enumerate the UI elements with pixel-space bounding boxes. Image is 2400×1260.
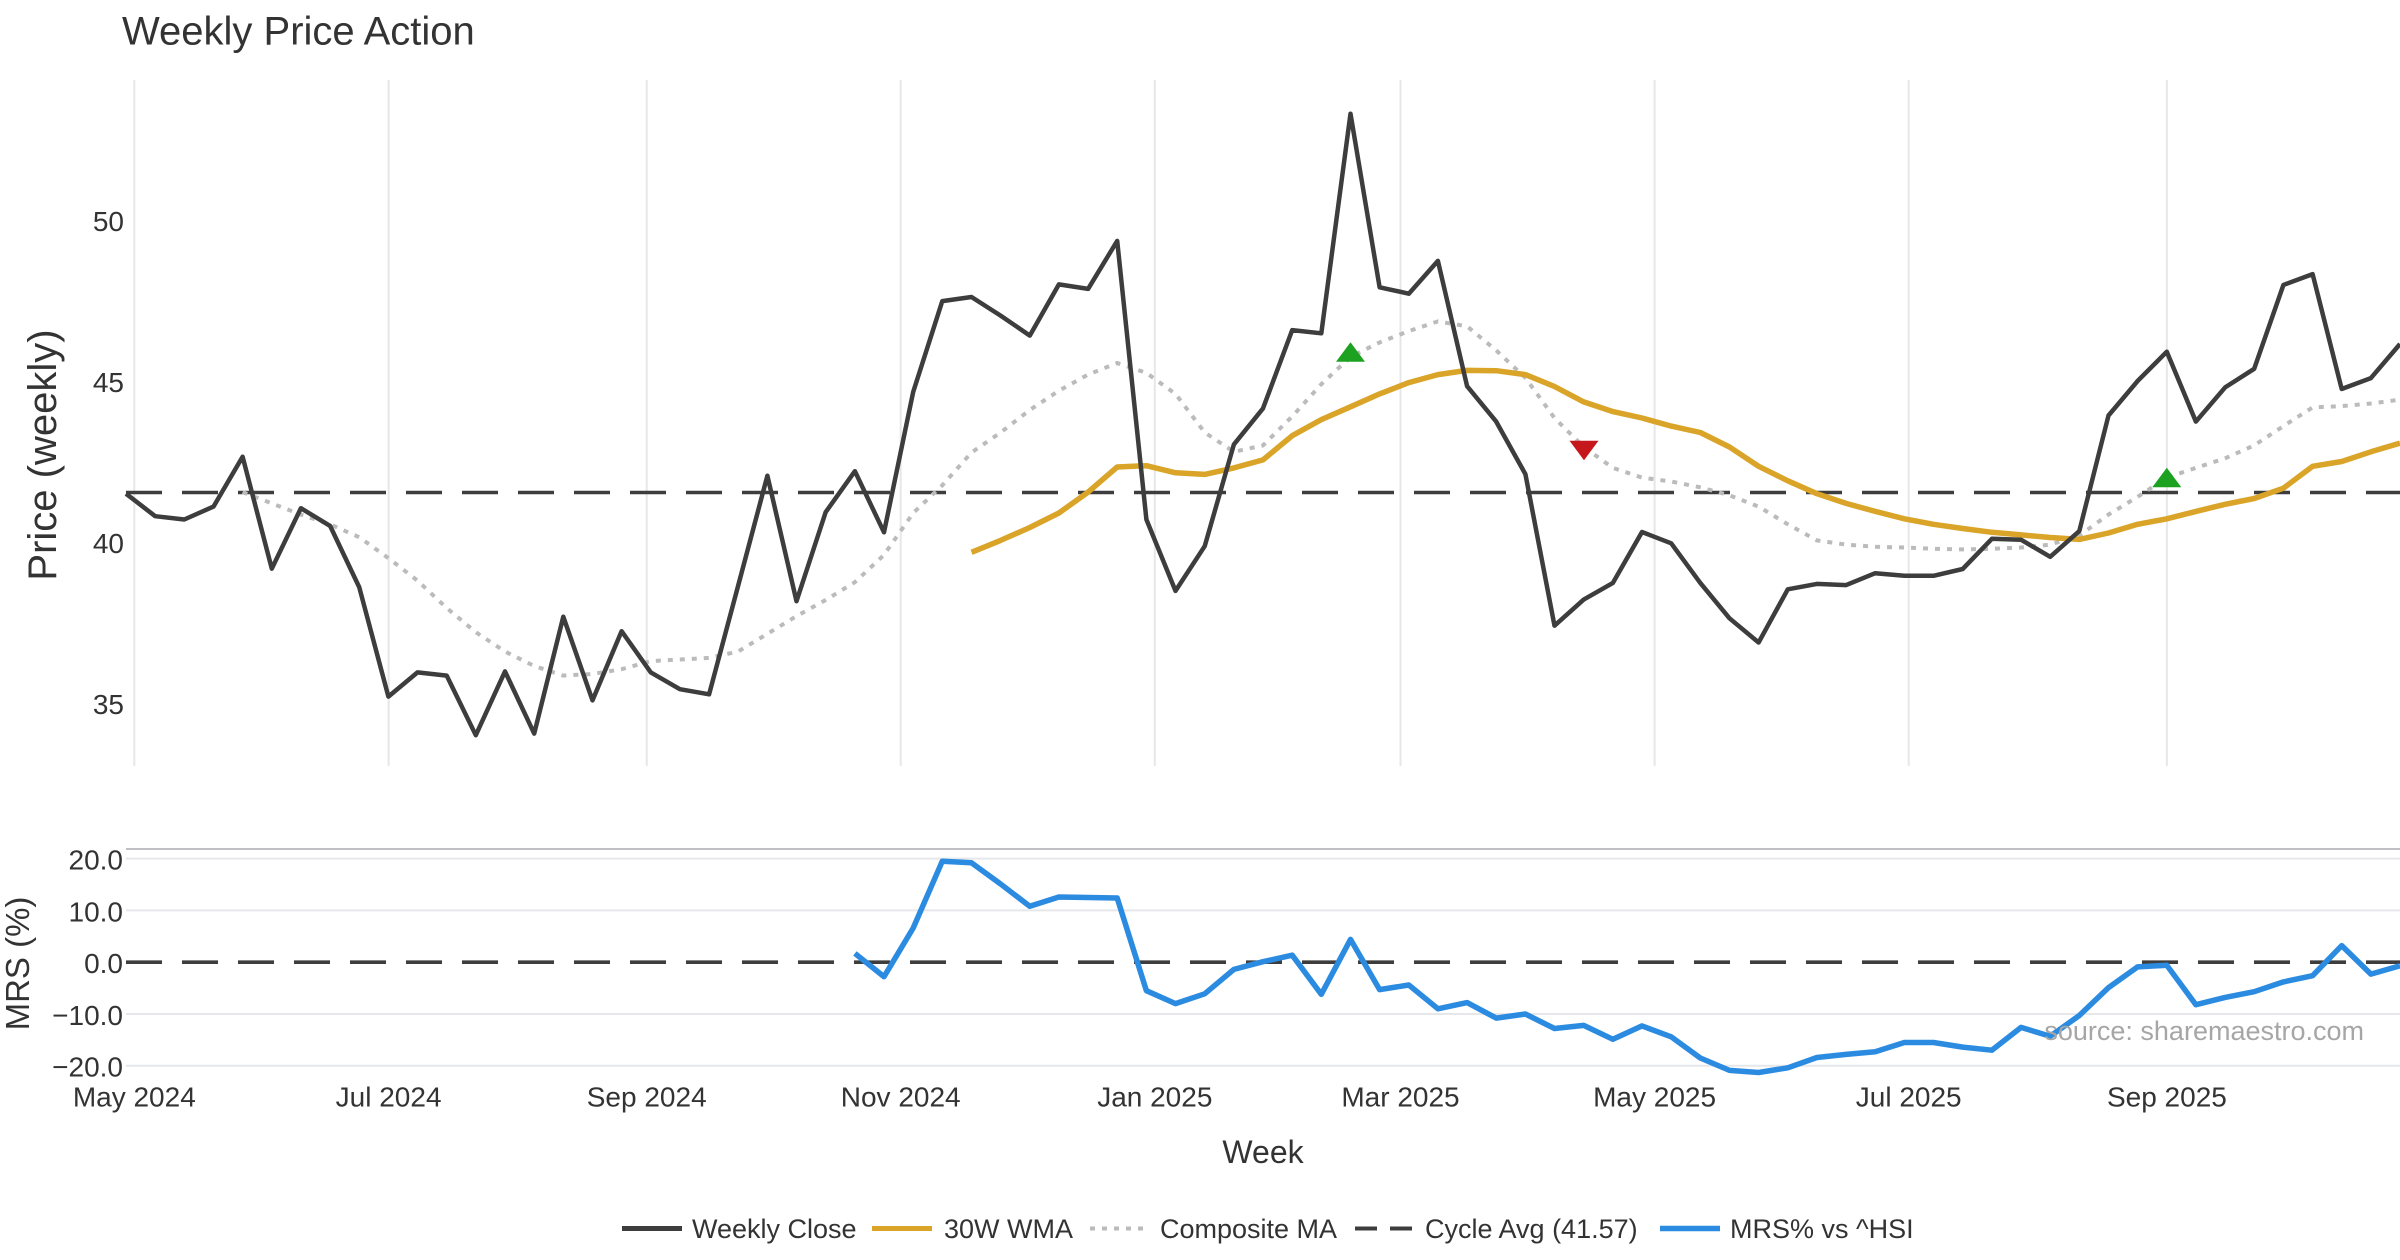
- svg-text:50: 50: [93, 206, 124, 237]
- svg-text:Weekly Close: Weekly Close: [692, 1214, 857, 1244]
- svg-text:30W WMA: 30W WMA: [944, 1214, 1073, 1244]
- svg-text:40: 40: [93, 528, 124, 559]
- svg-text:45: 45: [93, 367, 124, 398]
- svg-text:Nov 2024: Nov 2024: [841, 1082, 961, 1113]
- svg-text:Jan 2025: Jan 2025: [1097, 1082, 1212, 1113]
- svg-text:Mar 2025: Mar 2025: [1341, 1082, 1459, 1113]
- svg-text:Sep 2025: Sep 2025: [2107, 1082, 2227, 1113]
- svg-text:MRS% vs ^HSI: MRS% vs ^HSI: [1730, 1214, 1914, 1244]
- svg-text:35: 35: [93, 689, 124, 720]
- svg-text:MRS (%): MRS (%): [0, 897, 36, 1031]
- svg-text:−20.0: −20.0: [52, 1052, 123, 1083]
- svg-text:Jul 2025: Jul 2025: [1856, 1082, 1962, 1113]
- svg-text:source: sharemaestro.com: source: sharemaestro.com: [2044, 1016, 2364, 1046]
- svg-text:Weekly Price Action: Weekly Price Action: [122, 9, 475, 53]
- svg-text:Sep 2024: Sep 2024: [587, 1082, 707, 1113]
- svg-text:May 2024: May 2024: [73, 1082, 196, 1113]
- svg-text:0.0: 0.0: [84, 948, 123, 979]
- svg-text:Composite MA: Composite MA: [1160, 1214, 1337, 1244]
- svg-text:Price (weekly): Price (weekly): [21, 329, 65, 580]
- svg-text:20.0: 20.0: [69, 845, 124, 876]
- svg-text:Jul 2024: Jul 2024: [336, 1082, 442, 1113]
- svg-text:Week: Week: [1222, 1134, 1304, 1170]
- svg-text:10.0: 10.0: [69, 896, 124, 927]
- svg-text:−10.0: −10.0: [52, 1000, 123, 1031]
- svg-text:May 2025: May 2025: [1593, 1082, 1716, 1113]
- svg-text:Cycle Avg (41.57): Cycle Avg (41.57): [1425, 1214, 1638, 1244]
